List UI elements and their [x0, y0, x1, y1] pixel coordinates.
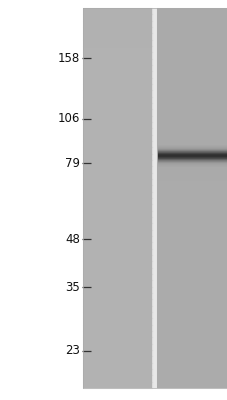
Bar — [151, 8, 157, 388]
Text: 23: 23 — [65, 344, 79, 357]
Text: 106: 106 — [57, 112, 79, 125]
Bar — [83, 8, 151, 388]
Bar — [157, 8, 227, 388]
Text: 79: 79 — [64, 157, 79, 170]
Text: 35: 35 — [65, 280, 79, 294]
Text: 48: 48 — [65, 233, 79, 246]
Text: 158: 158 — [57, 52, 79, 65]
